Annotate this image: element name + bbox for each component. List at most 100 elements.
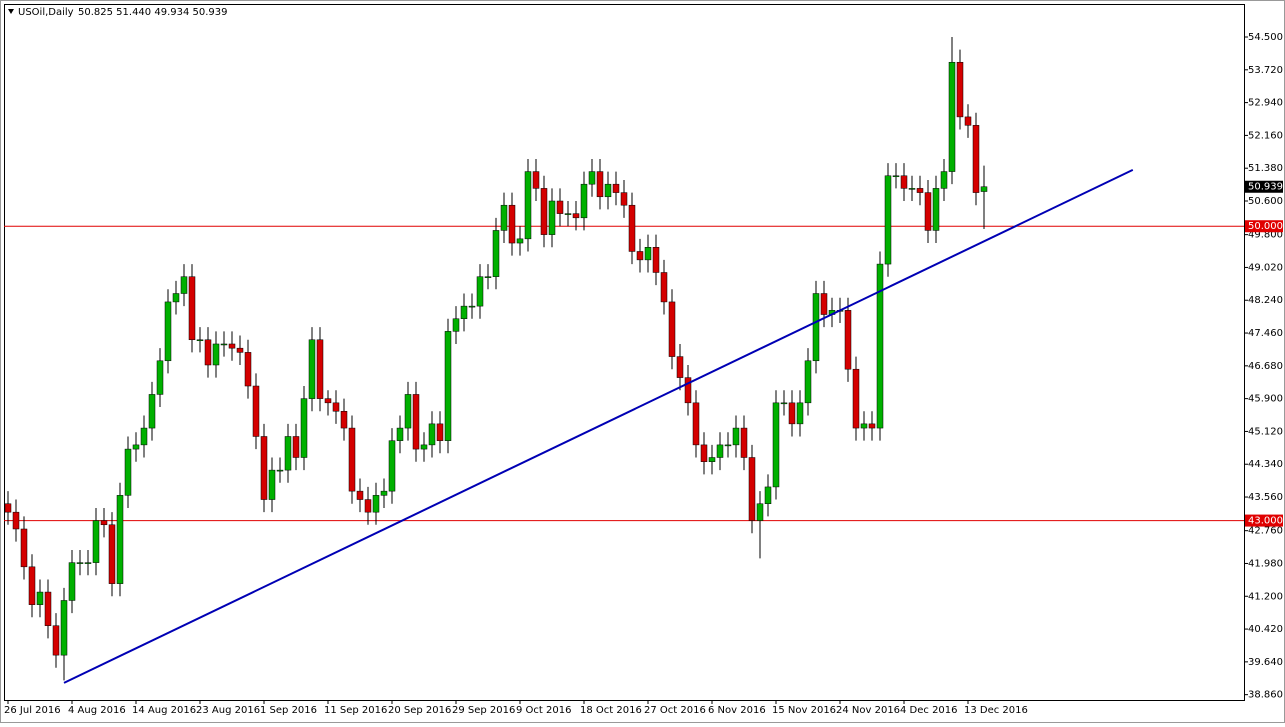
candle-body <box>476 276 484 307</box>
candle-body <box>372 495 380 513</box>
y-tick-label: 52.160 <box>1248 130 1283 141</box>
y-tick-label: 54.500 <box>1248 32 1283 43</box>
x-tick-label: 29 Sep 2016 <box>452 705 515 716</box>
candle-body <box>820 293 828 315</box>
candle-body <box>580 183 588 219</box>
candle-body <box>4 503 12 513</box>
candle-body <box>276 469 284 472</box>
candle-body <box>876 263 884 429</box>
level-label-box <box>1245 220 1283 233</box>
y-tick-label: 41.200 <box>1248 591 1283 602</box>
candle-body <box>436 423 444 441</box>
x-tick-label: 26 Jul 2016 <box>4 705 61 716</box>
candle-body <box>76 562 84 564</box>
candle-body <box>556 200 564 214</box>
level-label-box <box>1245 514 1283 527</box>
candle-body <box>156 360 164 395</box>
candle-body <box>220 343 228 346</box>
y-tick-label: 49.800 <box>1248 230 1283 241</box>
trendline <box>63 168 1134 684</box>
candle-body <box>380 490 388 496</box>
candle-body <box>924 192 932 231</box>
y-tick-label: 39.640 <box>1248 657 1283 668</box>
candle-body <box>948 61 956 172</box>
x-tick-label: 18 Oct 2016 <box>580 705 642 716</box>
candle-body <box>180 276 188 294</box>
candle-body <box>108 524 116 584</box>
candle-body <box>452 318 460 332</box>
candle-body <box>772 402 780 488</box>
candle-body <box>388 440 396 492</box>
candle-body <box>28 566 36 605</box>
candle-body <box>468 305 476 308</box>
candle-body <box>668 301 676 357</box>
menu-arrow <box>8 9 14 14</box>
candle-body <box>460 305 468 319</box>
chart-title: USOil,Daily <box>18 7 74 18</box>
x-tick-label: 23 Aug 2016 <box>196 705 260 716</box>
candle-body <box>508 204 516 244</box>
candle-body <box>92 520 100 563</box>
candle-body <box>100 520 108 526</box>
candle-body <box>404 394 412 429</box>
candle-body <box>236 347 244 353</box>
x-tick-label: 15 Nov 2016 <box>772 705 836 716</box>
candle-body <box>188 276 196 341</box>
x-tick-label: 20 Sep 2016 <box>388 705 451 716</box>
candle-body <box>940 171 948 189</box>
candle-body <box>420 444 428 450</box>
candle-body <box>796 402 804 425</box>
candle-body <box>652 247 660 273</box>
candle-body <box>60 600 68 656</box>
candle-body <box>412 394 420 450</box>
y-tick-label: 42.760 <box>1248 526 1283 537</box>
y-tick-label: 44.340 <box>1248 459 1283 470</box>
level-label: 43.000 <box>1248 516 1283 527</box>
candle-body <box>484 276 492 278</box>
candle-body <box>548 200 556 235</box>
x-tick-label: 13 Dec 2016 <box>964 705 1028 716</box>
x-tick-label: 24 Nov 2016 <box>836 705 900 716</box>
candle-body <box>492 230 500 277</box>
last-price-label: 50.939 <box>1248 182 1283 193</box>
candle-body <box>676 356 684 378</box>
candle-body <box>588 171 596 185</box>
candle-body <box>908 188 916 190</box>
candle-body <box>284 436 292 471</box>
y-tick-label: 51.380 <box>1248 163 1283 174</box>
candle-body <box>316 339 324 399</box>
candle-body <box>916 188 924 193</box>
candle-body <box>564 213 572 215</box>
x-tick-label: 27 Oct 2016 <box>644 705 706 716</box>
candle-body <box>212 343 220 366</box>
candle-body <box>348 427 356 492</box>
candle-body <box>636 251 644 261</box>
plot-area <box>4 4 1245 701</box>
candle-body <box>244 352 252 387</box>
candle-body <box>428 423 436 446</box>
candle-body <box>748 457 756 521</box>
candle-body <box>444 331 452 441</box>
candle-body <box>172 293 180 303</box>
x-tick-label: 6 Nov 2016 <box>708 705 766 716</box>
candle-body <box>620 192 628 206</box>
y-tick-label: 43.560 <box>1248 492 1283 503</box>
candle-body <box>540 188 548 235</box>
candle-body <box>132 444 140 450</box>
candle-body <box>716 444 724 458</box>
y-tick-label: 47.460 <box>1248 328 1283 339</box>
candle-body <box>844 310 852 370</box>
candle-body <box>724 444 732 447</box>
candle-body <box>268 469 276 500</box>
candle-body <box>860 423 868 429</box>
candle-body <box>356 490 364 500</box>
y-tick-label: 49.020 <box>1248 262 1283 273</box>
candle-body <box>44 591 52 626</box>
candle-body <box>532 171 540 189</box>
candle-body <box>252 385 260 437</box>
candle-body <box>884 175 892 265</box>
candle-body <box>68 562 76 601</box>
candle-body <box>84 562 92 564</box>
candle-body <box>516 238 524 244</box>
candle-body <box>660 272 668 303</box>
